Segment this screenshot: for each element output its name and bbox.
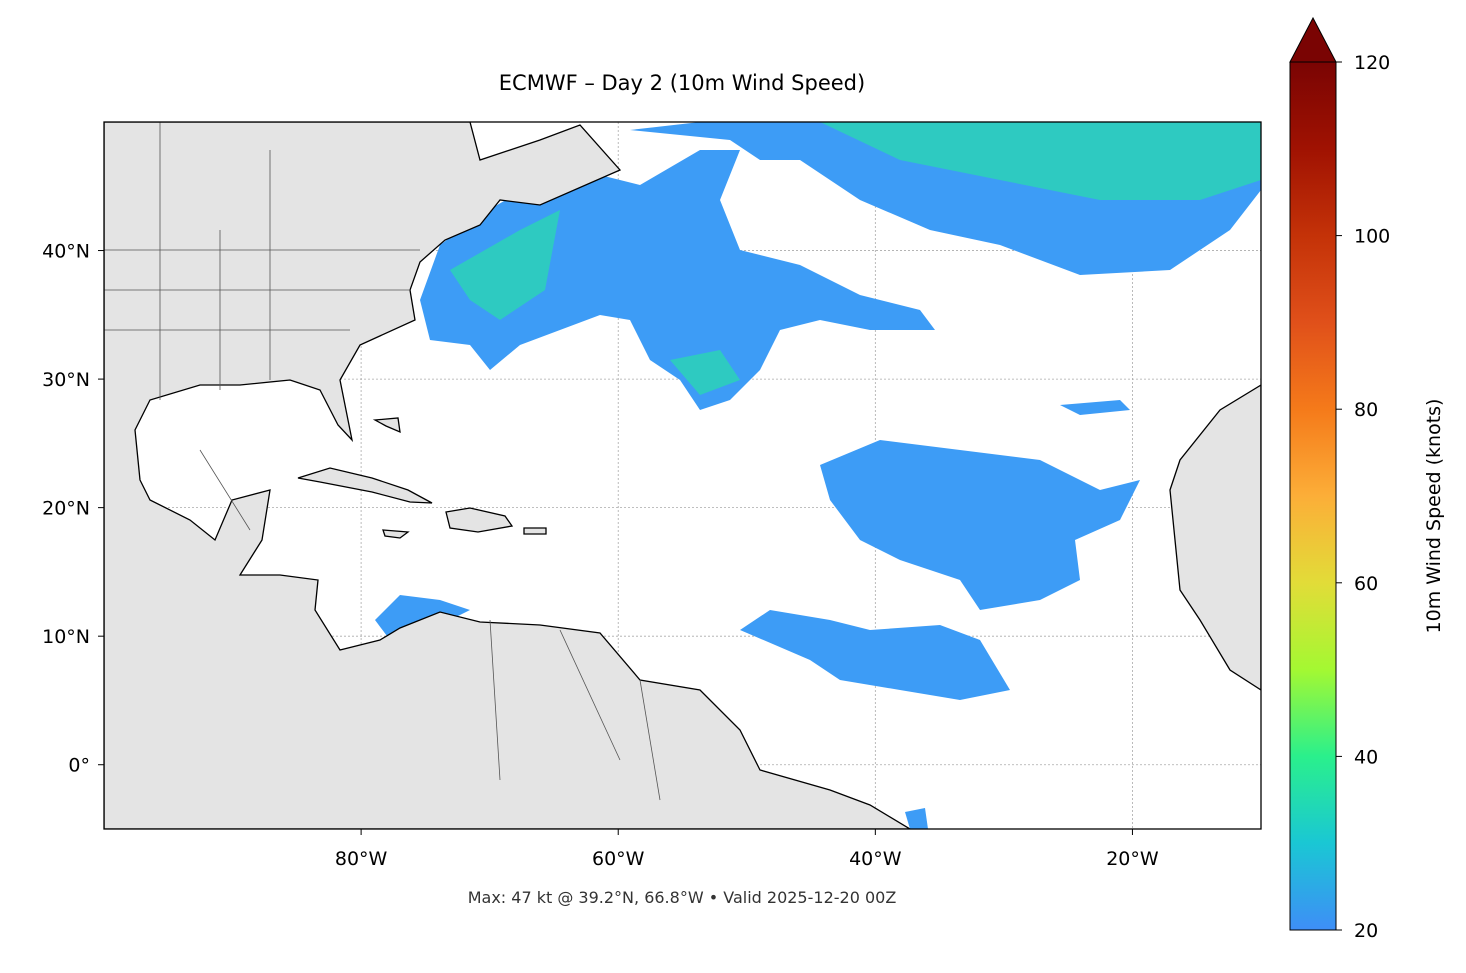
wind-field (155, 122, 1261, 829)
colorbar-scale (1289, 61, 1337, 931)
map-frame (103, 121, 1262, 830)
colorbar-tick-label: 100 (1354, 226, 1390, 248)
colorbar: 20 40 60 80 100 120 10m Wind Speed (knots) (1289, 16, 1445, 942)
land (104, 122, 1261, 829)
y-tick-label: 20°N (42, 498, 90, 520)
y-tick-label: 30°N (42, 369, 90, 391)
colorbar-tick-label: 80 (1354, 399, 1378, 421)
y-tick-label: 40°N (42, 241, 90, 263)
y-tick-label: 0° (68, 755, 90, 777)
colorbar-tick-label: 60 (1354, 573, 1378, 595)
colorbar-tick-label: 20 (1354, 920, 1378, 942)
x-tick-label: 20°W (1106, 848, 1159, 870)
map-title: ECMWF – Day 2 (10m Wind Speed) (499, 71, 865, 95)
axes: 80°W 60°W 40°W 20°W 0° 10°N 20°N 30°N 40°N (42, 241, 1159, 870)
colorbar-tick-label: 120 (1354, 52, 1390, 74)
colorbar-extend (1289, 16, 1337, 63)
x-tick-label: 80°W (335, 848, 388, 870)
x-tick-label: 40°W (849, 848, 902, 870)
y-tick-label: 10°N (42, 626, 90, 648)
x-tick-label: 60°W (592, 848, 645, 870)
colorbar-label: 10m Wind Speed (knots) (1423, 399, 1445, 634)
map-area (104, 122, 1261, 829)
colorbar-tick-label: 40 (1354, 746, 1378, 768)
footer-note: Max: 47 kt @ 39.2°N, 66.8°W • Valid 2025… (468, 888, 897, 907)
